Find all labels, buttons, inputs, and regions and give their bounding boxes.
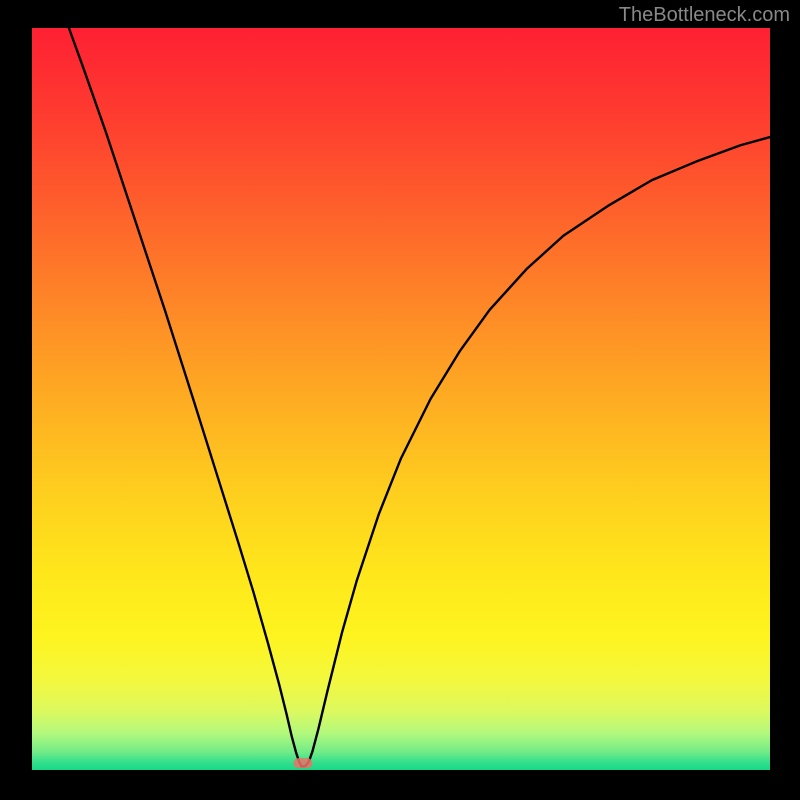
plot-area — [32, 28, 770, 770]
optimal-point-marker — [293, 758, 312, 768]
watermark-text: TheBottleneck.com — [619, 4, 790, 27]
bottleneck-curve — [32, 28, 770, 770]
